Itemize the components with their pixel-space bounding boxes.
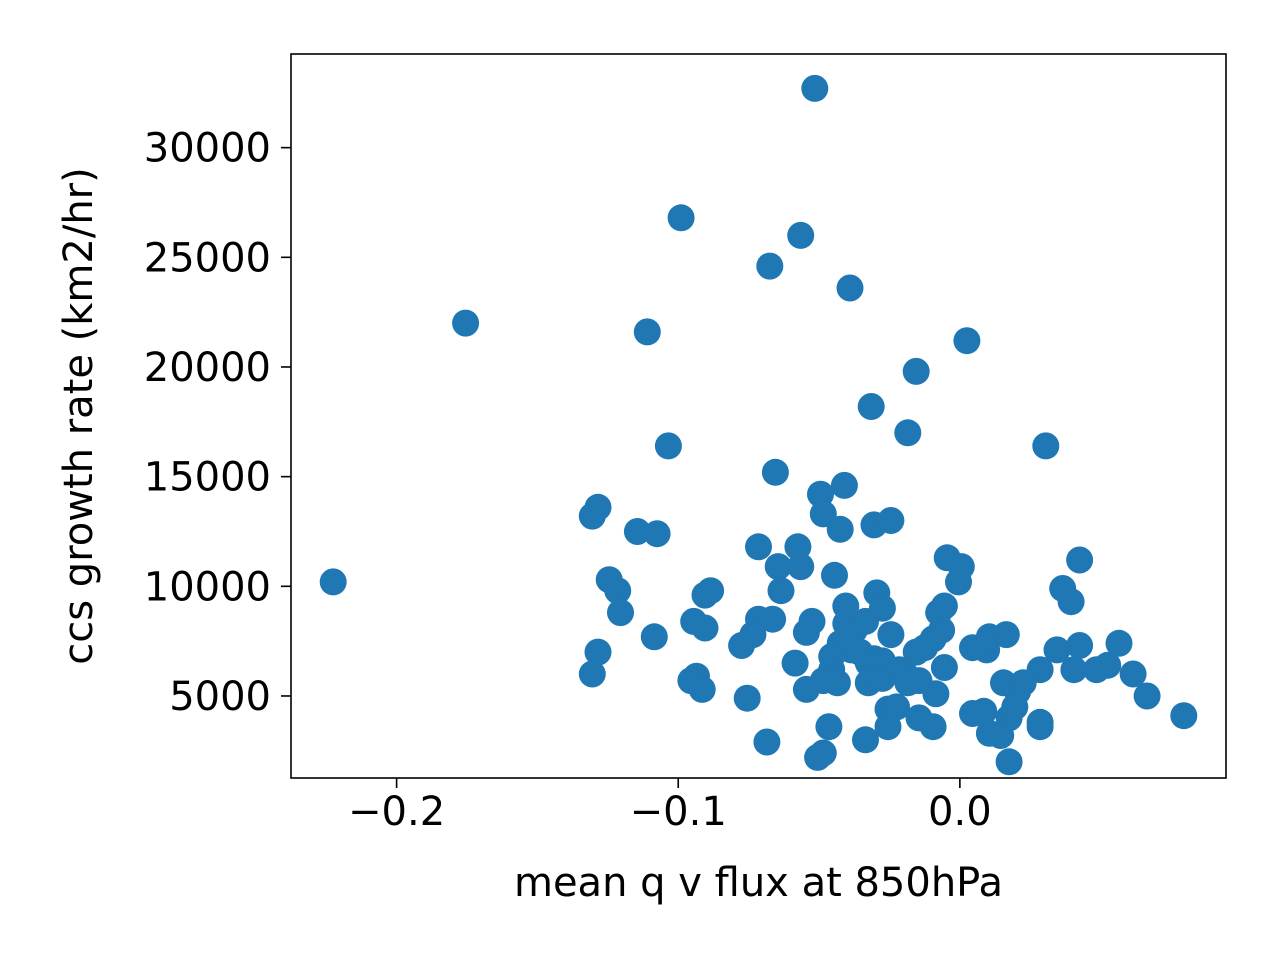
scatter-point — [319, 568, 347, 596]
scatter-point — [804, 743, 832, 771]
scatter-point — [452, 309, 480, 337]
scatter-point — [764, 553, 792, 581]
scatter-point — [992, 621, 1020, 649]
scatter-point — [1057, 588, 1085, 616]
scatter-point — [654, 432, 682, 460]
scatter-point — [826, 515, 854, 543]
scatter-point — [953, 327, 981, 355]
scatter-point — [922, 680, 950, 708]
x-tick-label: 0.0 — [928, 789, 992, 835]
scatter-point — [1043, 636, 1071, 664]
scatter-point — [801, 74, 829, 102]
scatter-point — [1066, 632, 1094, 659]
y-axis: 5000 10000 15000 20000 25000 30000 — [144, 126, 291, 720]
scatter-point — [836, 274, 864, 302]
scatter-point — [745, 533, 772, 561]
scatter-point — [877, 507, 905, 534]
scatter-point — [578, 502, 606, 530]
points-layer — [319, 74, 1198, 776]
scatter-point — [688, 675, 716, 703]
scatter-point — [761, 458, 789, 486]
scatter-point — [633, 318, 661, 346]
scatter-point — [874, 713, 902, 741]
scatter-point — [607, 599, 634, 627]
scatter-point — [1105, 629, 1133, 657]
scatter-point — [1119, 660, 1147, 688]
scatter-point — [902, 357, 930, 385]
scatter-point — [945, 568, 972, 596]
scatter-point — [1026, 713, 1054, 741]
y-tick-label: 15000 — [144, 455, 271, 501]
scatter-point — [1066, 546, 1094, 574]
scatter-point — [1170, 702, 1198, 730]
scatter-point — [987, 722, 1015, 749]
scatter-point — [787, 221, 815, 249]
scatter-point — [852, 607, 879, 635]
scatter-point — [815, 713, 843, 741]
scatter-point — [623, 518, 651, 545]
scatter-point — [830, 471, 858, 499]
scatter-point — [784, 533, 812, 561]
x-axis: −0.2 −0.1 0.0 — [348, 778, 992, 835]
scatter-point — [919, 625, 947, 653]
scatter-point — [787, 553, 815, 581]
y-tick-label: 10000 — [144, 564, 271, 610]
x-tick-label: −0.1 — [630, 789, 727, 835]
scatter-point — [1060, 656, 1088, 684]
plot-frame — [290, 53, 1227, 779]
scatter-point — [733, 684, 761, 712]
scatter-point — [1009, 669, 1037, 697]
scatter-point — [1094, 651, 1122, 679]
scatter-point — [868, 664, 896, 692]
scatter-point — [691, 614, 719, 642]
scatter-point — [995, 748, 1023, 776]
scatter-point — [852, 726, 879, 754]
scatter-point — [919, 713, 947, 741]
scatter-point — [584, 638, 612, 666]
scatter-point — [753, 728, 781, 756]
scatter-point — [739, 621, 767, 649]
y-tick-label: 5000 — [169, 674, 271, 720]
scatter-point — [691, 581, 719, 609]
scatter-point — [823, 669, 851, 697]
scatter-point — [970, 697, 998, 725]
scatter-point — [821, 561, 848, 589]
scatter-point — [894, 419, 922, 447]
scatter-point — [756, 252, 784, 280]
scatter-point — [604, 577, 632, 605]
scatter-point — [640, 623, 668, 651]
y-tick-label: 25000 — [144, 235, 271, 281]
scatter-point — [1032, 432, 1060, 460]
x-axis-label: mean q v flux at 850hPa — [514, 860, 1003, 906]
scatter-point — [578, 660, 606, 688]
scatter-point — [781, 649, 809, 677]
scatter-point — [877, 621, 905, 649]
y-tick-label: 30000 — [144, 126, 271, 172]
scatter-point — [759, 605, 787, 633]
scatter-point — [1133, 682, 1161, 710]
x-tick-label: −0.2 — [348, 789, 445, 835]
scatter-point — [667, 204, 695, 232]
scatter-point — [857, 393, 885, 420]
scatter-point — [930, 654, 958, 681]
scatter-point — [807, 480, 834, 508]
scatter-point — [792, 618, 820, 646]
scatter-point — [1001, 693, 1029, 721]
y-tick-label: 20000 — [144, 345, 271, 391]
scatter-point — [767, 577, 795, 605]
scatter-point — [643, 520, 671, 548]
y-axis-label: ccs growth rate (km2/hr) — [56, 167, 102, 664]
